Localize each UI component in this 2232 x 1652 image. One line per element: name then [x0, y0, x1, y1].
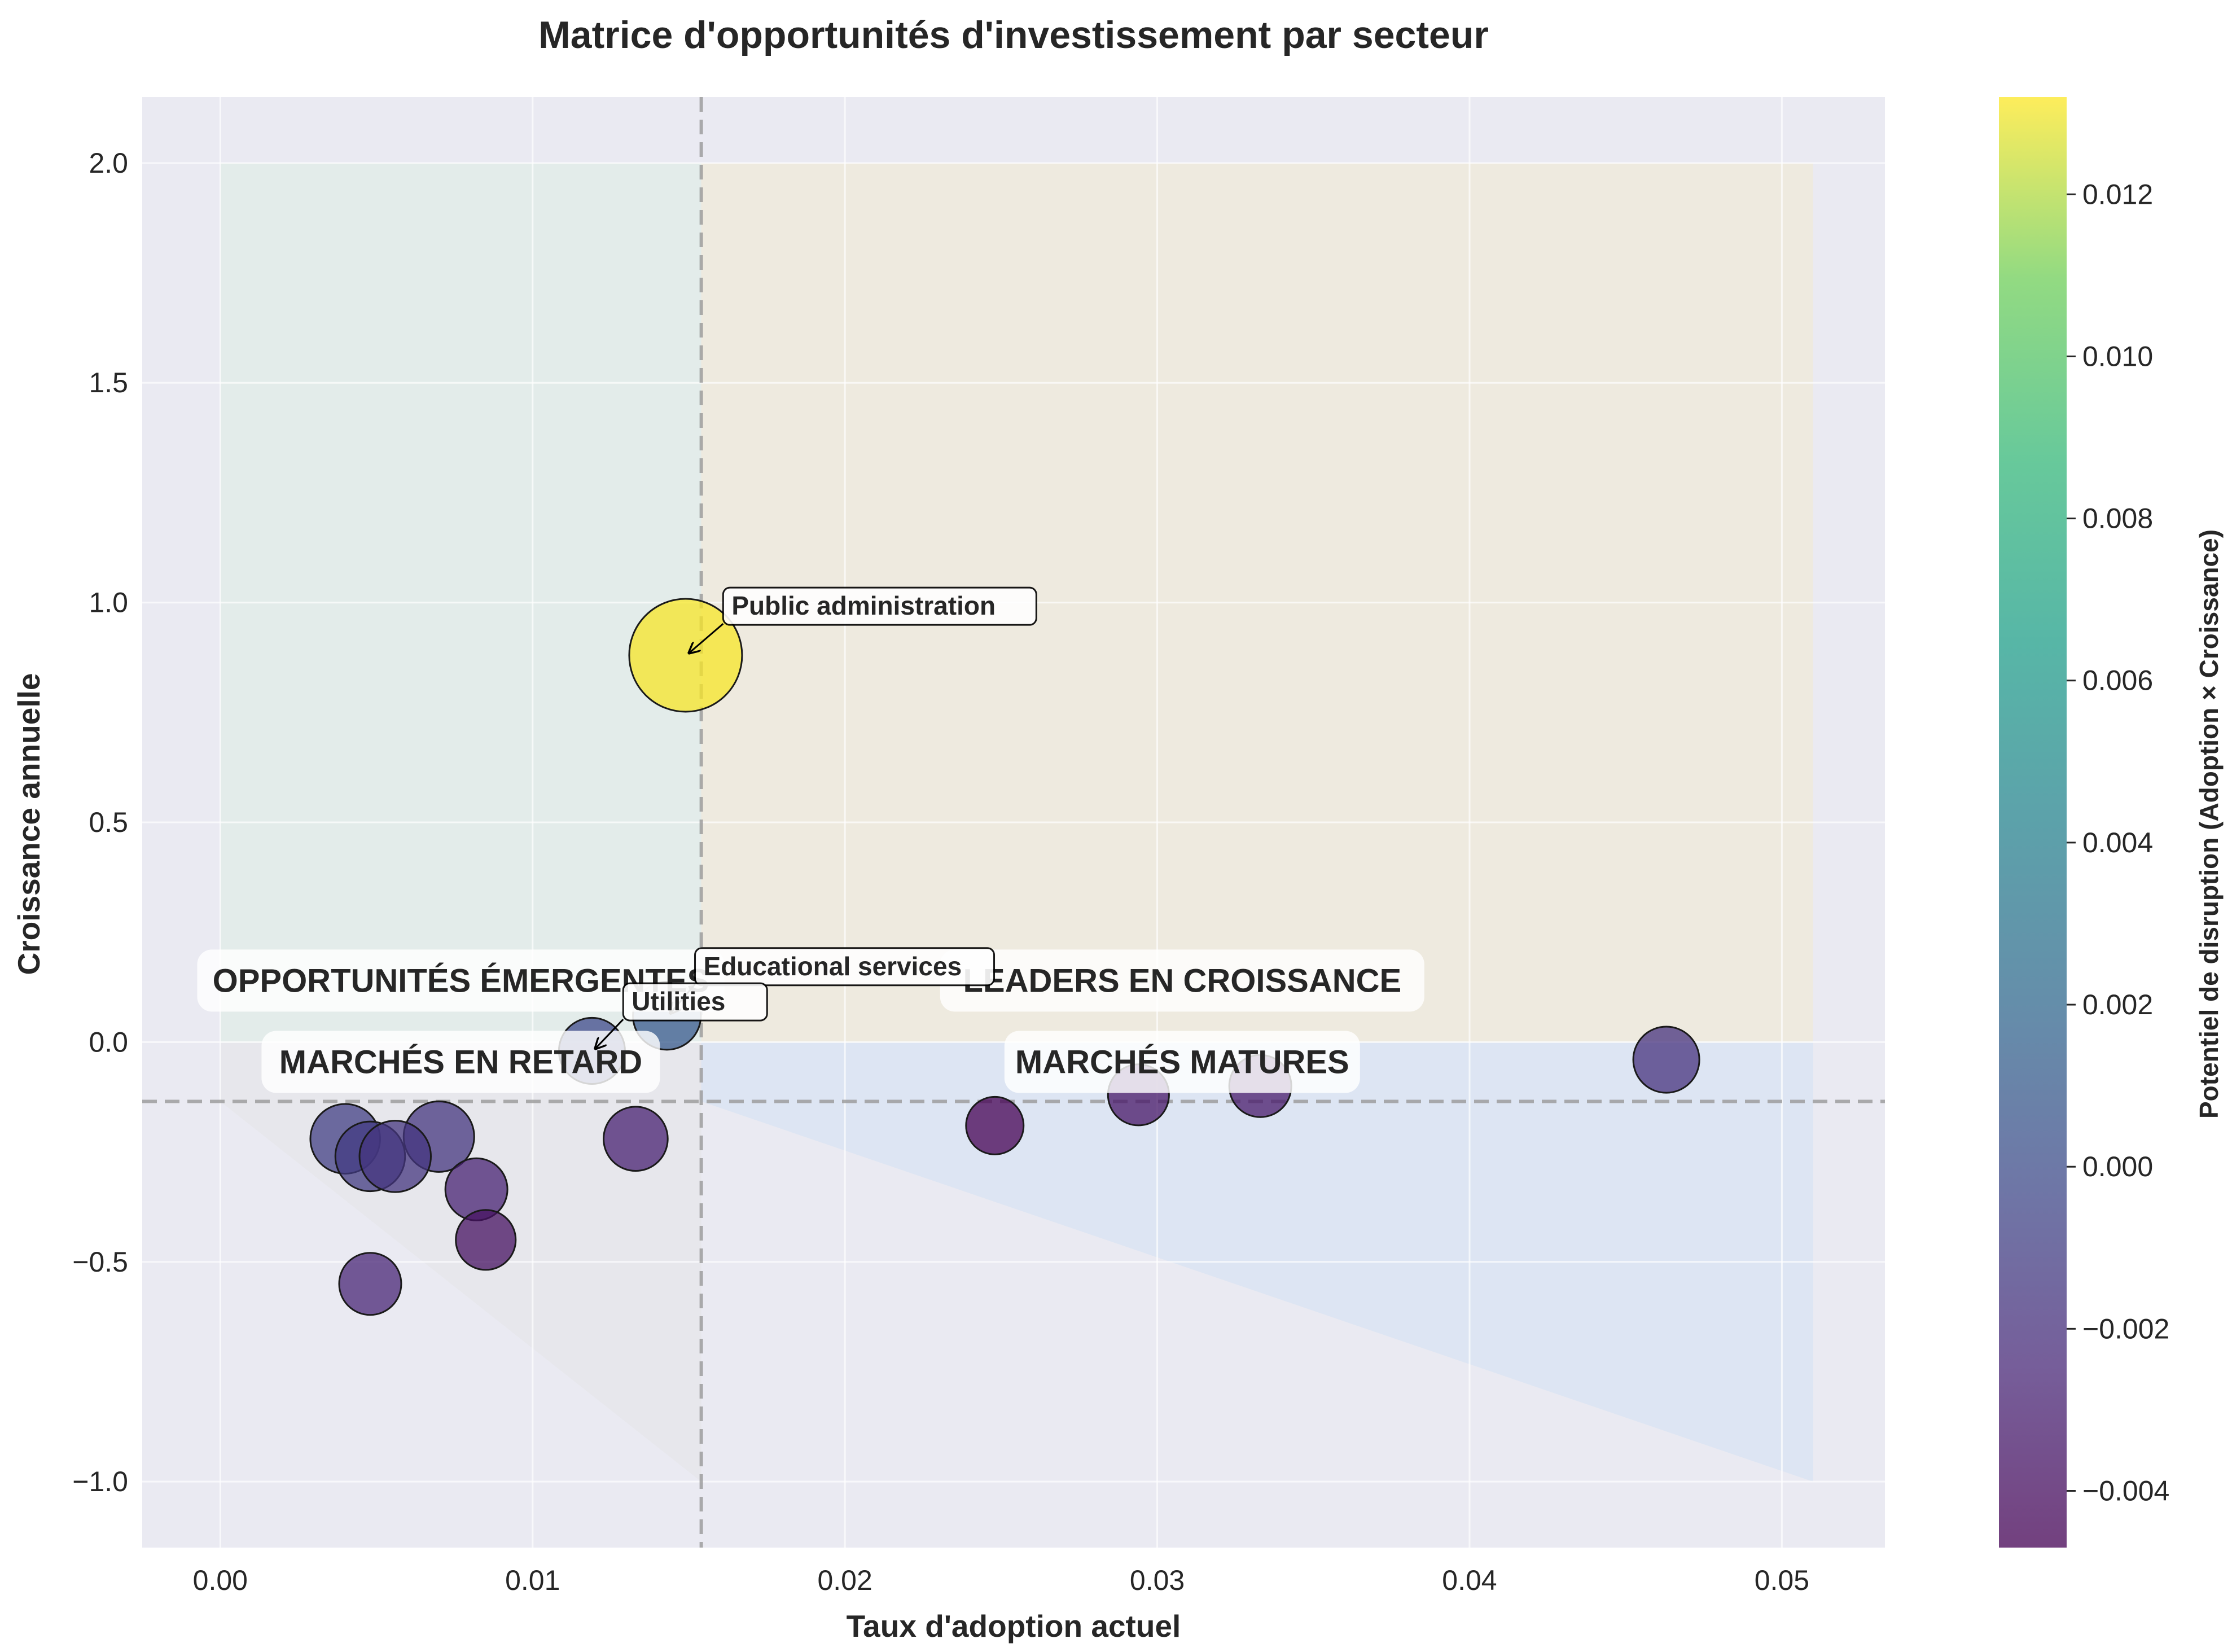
x-axis-label: Taux d'adoption actuel — [847, 1609, 1181, 1644]
x-tick-label: 0.04 — [1442, 1565, 1497, 1596]
point-annotation-label: Utilities — [632, 987, 725, 1016]
point-annotations: Public administration Educational service… — [595, 586, 1037, 1049]
y-tick-label: 1.0 — [89, 587, 128, 619]
chart-title: Matrice d'opportunités d'investissement … — [538, 14, 1489, 56]
data-point — [965, 1096, 1025, 1155]
colorbar-tick-label: 0.006 — [2082, 665, 2153, 696]
quadrant-label: MARCHÉS MATURES — [1015, 1044, 1349, 1080]
data-point — [1632, 1026, 1700, 1094]
x-tick-label: 0.05 — [1755, 1565, 1809, 1596]
data-point — [358, 1120, 432, 1193]
x-tick-label: 0.02 — [817, 1565, 872, 1596]
quadrant-label: MARCHÉS EN RETARD — [279, 1044, 642, 1080]
point-annotation-label: Public administration — [731, 591, 996, 620]
colorbar-tick-label: 0.008 — [2082, 503, 2153, 534]
colorbar-tick-label: 0.000 — [2082, 1151, 2153, 1182]
colorbar-tick-label: 0.004 — [2082, 827, 2153, 858]
quadrant-label-box — [1004, 1031, 1360, 1093]
y-tick-label: 1.5 — [89, 367, 128, 398]
quadrant-label-box — [261, 1031, 660, 1093]
x-axis-ticks: 0.00 0.01 0.02 0.03 0.04 0.05 — [193, 1565, 1809, 1596]
colorbar — [1999, 97, 2067, 1548]
quadrant-labels: OPPORTUNITÉS ÉMERGENTES LEADERS EN CROISS… — [197, 949, 1424, 1093]
y-tick-label: −0.5 — [72, 1246, 128, 1278]
y-tick-label: −1.0 — [72, 1466, 128, 1497]
y-axis-ticks: −1.0 −0.5 0.0 0.5 1.0 1.5 2.0 — [72, 147, 128, 1497]
colorbar-ticks: −0.004 −0.002 0.000 0.002 0.004 0.006 0.008 0.0… — [2067, 178, 2169, 1506]
data-point — [338, 1252, 402, 1316]
x-tick-label: 0.00 — [193, 1565, 248, 1596]
annotation-box — [622, 982, 768, 1022]
colorbar-label: Potentiel de disruption (Adoption × Croi… — [2194, 529, 2224, 1119]
point-annotation-label: Educational services — [704, 952, 962, 981]
y-tick-label: 0.0 — [89, 1026, 128, 1058]
colorbar-tick-label: 0.002 — [2082, 989, 2153, 1020]
annotation-box — [722, 586, 1037, 626]
quadrant-label-box — [197, 949, 725, 1012]
annotation-arrow — [689, 623, 724, 653]
annotation-box — [694, 947, 996, 987]
colorbar-tick-label: 0.012 — [2082, 178, 2153, 210]
annotation-arrow — [595, 1019, 624, 1049]
x-tick-label: 0.03 — [1130, 1565, 1185, 1596]
data-point — [628, 598, 743, 713]
y-tick-label: 2.0 — [89, 147, 128, 179]
colorbar-tick-label: −0.002 — [2082, 1313, 2169, 1344]
data-point — [455, 1209, 517, 1271]
y-axis-label: Croissance annuelle — [11, 673, 46, 975]
colorbar-tick-label: 0.010 — [2082, 340, 2153, 372]
x-tick-label: 0.01 — [505, 1565, 560, 1596]
quadrant-label-box — [940, 949, 1424, 1012]
data-point — [603, 1106, 669, 1172]
reference-lines — [142, 97, 1885, 1548]
quadrant-label: LEADERS EN CROISSANCE — [963, 962, 1402, 999]
colorbar-tick-label: −0.004 — [2082, 1475, 2169, 1506]
y-tick-label: 0.5 — [89, 807, 128, 838]
